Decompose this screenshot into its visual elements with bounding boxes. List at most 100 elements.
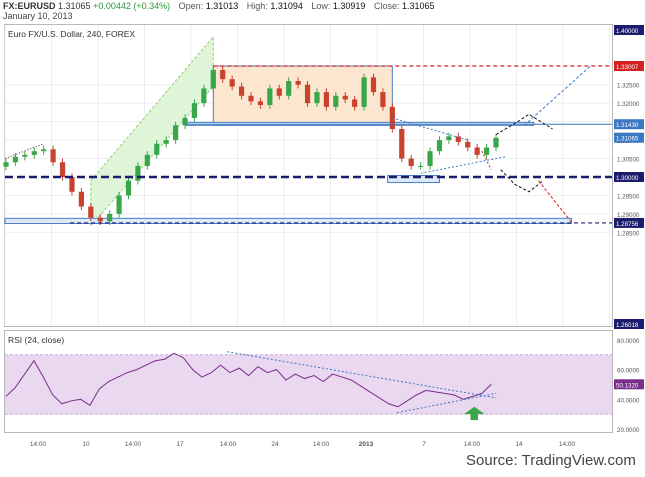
- x-tick-label: 14: [515, 441, 523, 448]
- candle-body: [418, 165, 424, 167]
- source-credit: Source: TradingView.com: [466, 452, 636, 469]
- candle-body: [191, 103, 198, 118]
- candle-body: [295, 81, 301, 85]
- candle-body: [276, 88, 282, 96]
- x-tick-label: 14:00: [313, 441, 330, 448]
- rsi-series: [5, 351, 612, 421]
- price-tag-label: 1.30000: [616, 175, 639, 182]
- price-tag: [614, 61, 644, 71]
- candle-body: [399, 129, 405, 159]
- x-tick-label: 14:00: [464, 441, 481, 448]
- rsi-value-tag: [614, 379, 644, 390]
- header-date: January 10, 2013: [3, 11, 73, 21]
- candle-body: [107, 213, 113, 222]
- support-zone: [387, 175, 440, 184]
- axes: 1.325001.320001.315001.310001.305001.295…: [30, 83, 640, 448]
- rsi-pane-label: RSI (24, close): [8, 335, 64, 345]
- x-tick-label: 14:00: [559, 441, 576, 448]
- rsi-trendline-upper: [227, 351, 497, 399]
- price-labels: 1.40000 1.33007 1.31430 1.31065 1.30000 1.287…: [614, 25, 644, 390]
- price-tag-label: 1.40000: [616, 28, 639, 35]
- x-tick-label: 14:00: [30, 441, 47, 448]
- projection-down: [500, 169, 544, 193]
- candle-body: [455, 136, 461, 142]
- candle-body: [220, 69, 226, 80]
- candle-body: [333, 95, 339, 107]
- rsi-tick-label: 60.0000: [617, 368, 640, 375]
- candle-body: [314, 92, 320, 104]
- candle-body: [229, 79, 235, 87]
- projection-up: [495, 113, 553, 135]
- candle-body: [342, 95, 348, 100]
- rsi-trendline-lower: [396, 392, 497, 414]
- candle-body: [304, 84, 311, 104]
- early-trend: [4, 143, 44, 160]
- candle-body: [78, 191, 84, 207]
- last-price: 1.31065: [58, 1, 91, 11]
- low-value: 1.30919: [332, 1, 366, 11]
- candle-body: [436, 140, 443, 152]
- x-tick-label: 24: [271, 441, 279, 448]
- candle-body: [88, 206, 94, 218]
- y-tick-label: 1.32000: [617, 101, 640, 108]
- breakout-arrow: [463, 406, 485, 421]
- price-change: +0.00442 (+0.34%): [93, 1, 171, 11]
- price-tag: [614, 132, 644, 143]
- candle-body: [370, 77, 377, 93]
- price-tag: [614, 25, 644, 35]
- y-tick-label: 1.30500: [617, 157, 640, 164]
- candle-body: [12, 156, 19, 163]
- candle-body: [31, 151, 37, 155]
- price-tag: [614, 172, 644, 183]
- candle-body: [465, 141, 471, 148]
- candle-body: [446, 136, 452, 141]
- candle-body: [173, 125, 179, 141]
- candle-body: [125, 180, 132, 196]
- candle-body: [286, 81, 292, 96]
- ticker-header: FX:EURUSD 1.31065 +0.00442 (+0.34%) Open…: [3, 1, 435, 11]
- price-tag-label: 1.33007: [616, 64, 639, 71]
- close-value: 1.31065: [402, 1, 435, 11]
- candle-body: [248, 95, 254, 102]
- rsi-tick-label: 40.0000: [617, 397, 640, 404]
- y-tick-label: 1.32500: [617, 83, 640, 90]
- symbol: FX:EURUSD: [3, 1, 56, 11]
- price-tag: [614, 119, 644, 130]
- candle-body: [427, 151, 433, 166]
- candle-body: [238, 86, 245, 96]
- x-tick-label: 2013: [359, 441, 374, 448]
- projection-break: [481, 150, 492, 170]
- high-value: 1.31094: [270, 1, 303, 11]
- wedge-lower: [420, 156, 506, 174]
- candle-body: [408, 158, 414, 166]
- x-tick-label: 10: [82, 441, 90, 448]
- close-label: Close:: [373, 1, 400, 11]
- candle-body: [493, 137, 499, 148]
- price-tag: [614, 217, 644, 228]
- low-label: Low:: [311, 1, 331, 11]
- candle-body: [361, 77, 367, 107]
- candle-body: [59, 162, 66, 178]
- high-label: High:: [246, 1, 268, 11]
- rsi-tick-label: 20.0000: [617, 427, 640, 434]
- x-tick-label: 17: [176, 441, 184, 448]
- candle-body: [182, 117, 188, 126]
- candle-body: [97, 217, 103, 222]
- x-tick-label: 14:00: [125, 441, 142, 448]
- price-tag-label: 1.31430: [616, 122, 639, 129]
- price-tag-label: 1.28756: [616, 221, 639, 228]
- x-tick-label: 7: [422, 441, 426, 448]
- candle-body: [154, 143, 160, 155]
- candle-body: [50, 149, 56, 163]
- open-label: Open:: [178, 1, 204, 11]
- open-value: 1.31013: [205, 1, 239, 11]
- wedge-upper: [392, 117, 468, 141]
- rsi-line: [5, 352, 492, 408]
- trend-lines: [4, 65, 612, 224]
- y-tick-label: 1.29000: [617, 212, 640, 219]
- candle-body: [201, 88, 207, 104]
- candle-body: [22, 154, 28, 157]
- projection-target-down: [538, 180, 572, 223]
- main-pane-label: Euro FX/U.S. Dollar, 240, FOREX: [8, 29, 135, 39]
- candle-body: [116, 195, 122, 214]
